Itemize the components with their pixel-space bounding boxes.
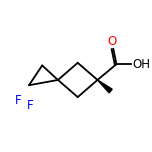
Polygon shape: [97, 80, 112, 93]
Text: F: F: [27, 99, 34, 112]
Text: OH: OH: [132, 58, 150, 71]
Text: F: F: [15, 94, 21, 107]
Text: O: O: [107, 35, 117, 48]
